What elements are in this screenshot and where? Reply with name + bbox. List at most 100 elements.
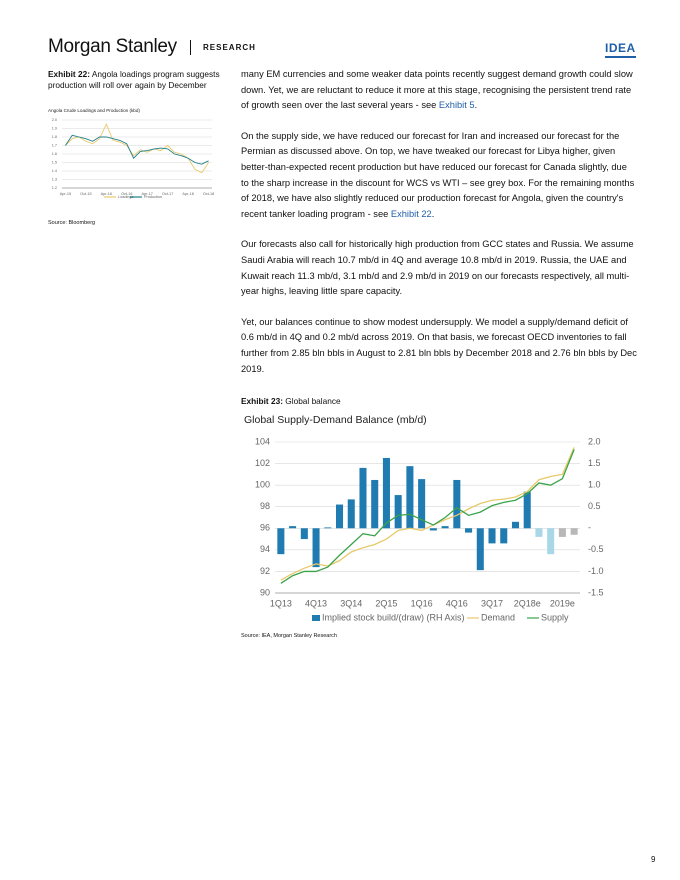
bar <box>394 495 402 529</box>
bar <box>535 528 543 537</box>
y-tick-label: -1.0 <box>588 566 604 576</box>
y-tick-label: 104 <box>255 436 270 446</box>
y-tick-label: 2.0 <box>52 118 57 122</box>
x-tick-label: Oct-16 <box>121 192 132 196</box>
legend-label: Demand <box>481 612 515 622</box>
divider <box>190 40 191 55</box>
legend-label: Supply <box>541 612 569 622</box>
bar <box>406 466 414 529</box>
legend-label: Implied stock build/(draw) (RH Axis) <box>322 612 465 622</box>
exhibit-label: Exhibit 22: <box>48 69 90 79</box>
text: . <box>474 100 478 111</box>
source: Source: Bloomberg <box>48 220 96 226</box>
x-tick-label: Apr-16 <box>101 192 112 196</box>
bar <box>547 528 555 555</box>
exhibit-caption: Exhibit 22: Angola loadings program sugg… <box>48 69 220 91</box>
chart: Global Supply-Demand Balance (mb/d) 90 92 9… <box>244 414 604 623</box>
y-tick-label: 102 <box>255 458 270 468</box>
x-tick-label: 1Q16 <box>411 598 433 608</box>
page-number: 9 <box>651 855 656 864</box>
y-tick-label: 1.3 <box>52 178 57 182</box>
line <box>280 449 575 584</box>
bar <box>418 479 426 529</box>
y-tick-label: 1.5 <box>588 458 601 468</box>
bar <box>300 528 308 540</box>
y-tick-label: - <box>588 523 591 533</box>
section: RESEARCH <box>203 43 256 52</box>
paragraph: On the supply side, we have reduced our … <box>241 129 637 223</box>
y-tick-label: 1.4 <box>52 169 57 173</box>
x-tick-label: 3Q17 <box>481 598 503 608</box>
x-tick-label: 4Q13 <box>305 598 327 608</box>
bar <box>371 479 379 529</box>
x-tick-label: Oct-17 <box>162 192 173 196</box>
chart-title: Global Supply-Demand Balance (mb/d) <box>244 414 427 426</box>
bar <box>523 491 531 529</box>
bar <box>558 528 566 537</box>
caption: Angola loadings program suggests product… <box>48 69 220 90</box>
bar <box>347 499 355 529</box>
source: Source: IEA, Morgan Stanley Research <box>241 633 337 639</box>
legend-label: Production <box>144 195 162 199</box>
y-tick-label: 1.9 <box>52 127 57 131</box>
x-tick-label: 1Q13 <box>270 598 292 608</box>
y-tick-label: 2.0 <box>588 436 601 446</box>
y-tick-label: 0.5 <box>588 501 601 511</box>
text: On the supply side, we have reduced our … <box>241 130 635 219</box>
text: Yet, our balances continue to show modes… <box>241 316 637 374</box>
x-tick-label: 3Q14 <box>340 598 362 608</box>
chart-title: Angola Crude Loadings and Production (kb… <box>48 108 140 113</box>
line <box>65 123 209 174</box>
bar <box>312 528 320 568</box>
bar <box>359 467 367 529</box>
y-tick-label: 1.2 <box>52 186 57 190</box>
y-tick-label: 96 <box>260 523 270 533</box>
y-tick-label: 1.7 <box>52 144 57 148</box>
bar <box>382 457 390 529</box>
x-tick-label: 2Q18e <box>514 598 541 608</box>
paragraph: many EM currencies and some weaker data … <box>241 67 637 114</box>
bar <box>429 528 437 531</box>
y-tick-label: 100 <box>255 480 270 490</box>
bar <box>289 526 297 529</box>
bar <box>277 528 285 555</box>
bar <box>476 528 484 571</box>
y-tick-label: 1.8 <box>52 135 57 139</box>
body-text: many EM currencies and some weaker data … <box>241 67 637 392</box>
brand: Morgan Stanley <box>48 36 177 57</box>
x-tick-label: 2Q15 <box>375 598 397 608</box>
chart: Angola Crude Loadings and Production (kb… <box>48 108 214 199</box>
link[interactable]: Exhibit 5 <box>438 100 475 111</box>
text: . <box>431 208 435 219</box>
tag: IDEA <box>605 41 636 58</box>
bar <box>453 479 461 529</box>
bar <box>324 527 332 529</box>
link[interactable]: Exhibit 22 <box>390 208 432 219</box>
text: many EM currencies and some weaker data … <box>241 69 633 111</box>
y-tick-label: 1.6 <box>52 152 57 156</box>
y-tick-label: -0.5 <box>588 544 604 554</box>
line <box>65 134 209 165</box>
x-tick-label: Apr-15 <box>60 192 71 196</box>
bar <box>500 528 508 544</box>
exhibit-label: Exhibit 23: <box>241 396 283 406</box>
x-tick-label: Apr-17 <box>142 192 153 196</box>
legend-swatch <box>312 615 320 621</box>
bar <box>336 504 344 529</box>
exhibit-caption: Exhibit 23: Global balance <box>241 396 341 406</box>
y-tick-label: 1.5 <box>52 161 57 165</box>
x-tick-label: Oct-18 <box>203 192 214 196</box>
x-tick-label: Oct-15 <box>80 192 91 196</box>
y-tick-label: 92 <box>260 566 270 576</box>
paragraph: Our forecasts also call for historically… <box>241 237 637 299</box>
x-tick-label: 4Q16 <box>446 598 468 608</box>
caption: Global balance <box>285 396 341 406</box>
y-tick-label: 94 <box>260 544 270 554</box>
bar <box>465 528 473 533</box>
bar <box>488 528 496 544</box>
x-tick-label: Apr-18 <box>182 192 193 196</box>
bar <box>511 521 519 529</box>
y-tick-label: -1.5 <box>588 587 604 597</box>
x-tick-label: 2019e <box>550 598 575 608</box>
